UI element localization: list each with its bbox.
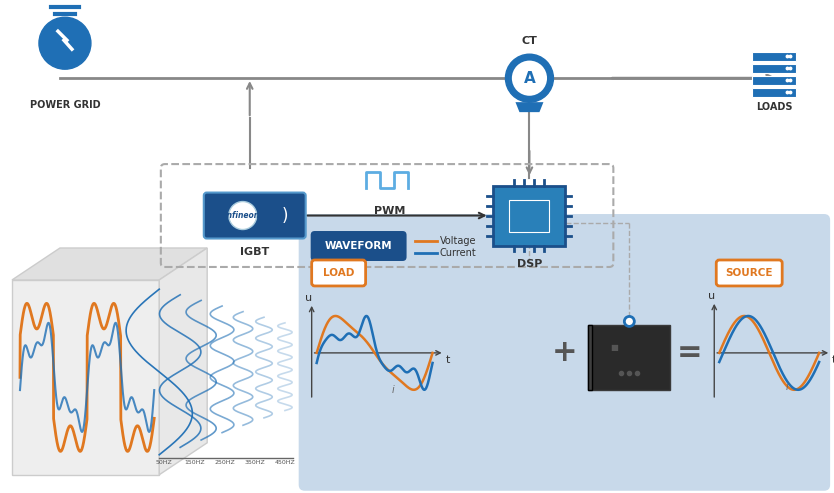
Text: SOURCE: SOURCE [726, 268, 773, 278]
Text: LOADS: LOADS [756, 102, 792, 112]
Text: ): ) [281, 207, 288, 224]
Text: Current: Current [440, 248, 476, 258]
Circle shape [229, 202, 257, 230]
Circle shape [510, 59, 549, 97]
Polygon shape [159, 248, 207, 475]
Polygon shape [12, 248, 207, 280]
FancyBboxPatch shape [494, 185, 565, 246]
Text: t: t [832, 355, 834, 365]
Text: 350HZ: 350HZ [245, 460, 265, 465]
Text: A: A [524, 70, 535, 86]
FancyBboxPatch shape [752, 88, 796, 97]
Text: =: = [676, 338, 702, 367]
FancyBboxPatch shape [716, 260, 782, 286]
Circle shape [625, 317, 635, 326]
FancyBboxPatch shape [588, 325, 592, 390]
Text: i: i [786, 382, 789, 392]
Text: DSP: DSP [517, 259, 542, 270]
Text: WAVEFORM: WAVEFORM [324, 241, 393, 251]
Text: u: u [708, 291, 715, 301]
FancyBboxPatch shape [311, 231, 406, 261]
Polygon shape [515, 102, 544, 112]
Text: 150HZ: 150HZ [184, 460, 205, 465]
Text: t: t [445, 355, 450, 365]
Text: PWM: PWM [374, 206, 405, 215]
Polygon shape [12, 280, 159, 475]
FancyBboxPatch shape [752, 64, 796, 73]
Text: 50HZ: 50HZ [156, 460, 173, 465]
FancyBboxPatch shape [510, 200, 550, 232]
Text: IGBT: IGBT [240, 247, 269, 257]
Text: infineon: infineon [225, 211, 260, 220]
FancyBboxPatch shape [588, 325, 671, 390]
Text: POWER GRID: POWER GRID [30, 100, 100, 110]
FancyBboxPatch shape [203, 193, 306, 239]
FancyBboxPatch shape [299, 214, 830, 491]
Text: u: u [305, 293, 312, 303]
Text: CT: CT [521, 36, 537, 46]
Circle shape [39, 17, 91, 69]
Text: i: i [391, 385, 394, 395]
Text: ■: ■ [610, 344, 618, 352]
FancyBboxPatch shape [312, 260, 365, 286]
Text: 250HZ: 250HZ [214, 460, 235, 465]
FancyBboxPatch shape [752, 76, 796, 85]
Text: +: + [551, 338, 577, 367]
Text: LOAD: LOAD [323, 268, 354, 278]
Circle shape [505, 54, 554, 102]
Text: 450HZ: 450HZ [275, 460, 296, 465]
Text: Voltage: Voltage [440, 236, 476, 246]
FancyBboxPatch shape [752, 52, 796, 61]
